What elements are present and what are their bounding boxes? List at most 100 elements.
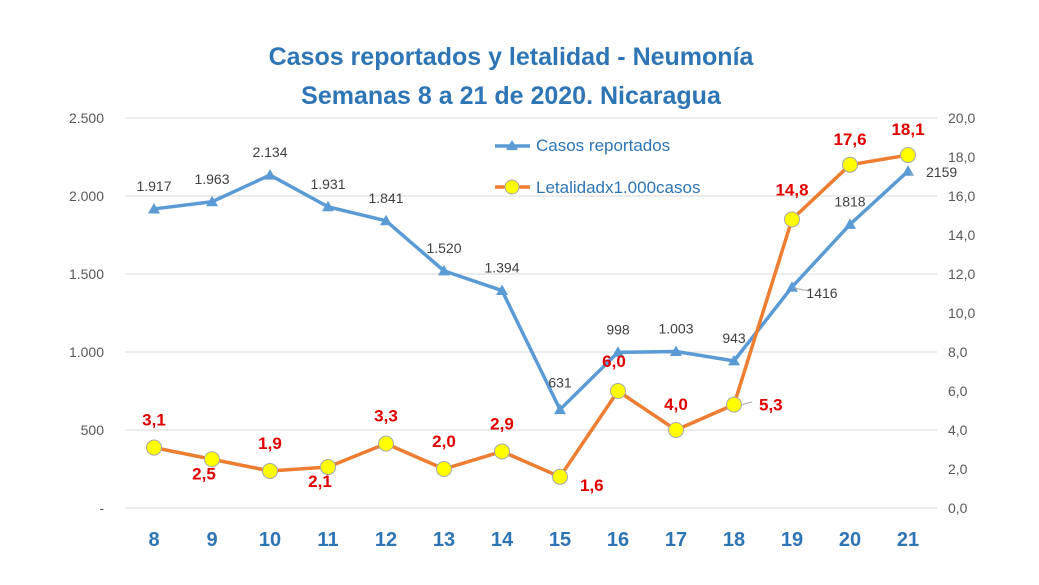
left-tick-label: 500	[81, 422, 105, 438]
x-tick-label: 18	[723, 529, 745, 551]
casos-point	[670, 345, 682, 357]
x-tick-label: 17	[665, 529, 687, 551]
right-tick-label: 2,0	[948, 461, 968, 477]
letalidad-data-label: 3,3	[374, 407, 398, 426]
legend: Casos reportados Letalidadx1.000casos	[495, 136, 700, 197]
left-tick-label: -	[99, 500, 104, 516]
label-leader-line	[741, 401, 753, 406]
casos-data-label: 1.931	[310, 176, 345, 192]
letalidad-data-label: 18,1	[891, 120, 924, 139]
x-tick-label: 20	[839, 529, 861, 551]
casos-point	[844, 218, 856, 229]
right-tick-label: 12,0	[948, 266, 975, 282]
right-tick-label: 4,0	[948, 422, 968, 438]
letalidad-data-label: 1,9	[258, 434, 282, 453]
letalidad-point	[552, 468, 568, 485]
chart-title: Casos reportados y letalidad - Neumonía	[269, 43, 755, 71]
right-tick-label: 16,0	[948, 188, 975, 204]
casos-data-label: 1818	[834, 193, 865, 209]
x-tick-label: 15	[549, 529, 571, 551]
x-tick-label: 14	[491, 529, 514, 551]
letalidad-point	[204, 451, 220, 468]
casos-point	[206, 195, 218, 207]
casos-data-label: 1.917	[136, 178, 171, 194]
gridlines	[125, 117, 937, 509]
letalidad-data-label: 17,6	[833, 130, 866, 149]
x-tick-label: 11	[317, 529, 338, 551]
series-line-casos-reportados	[153, 169, 910, 412]
casos-data-label: 1.841	[368, 190, 403, 206]
casos-point	[264, 169, 276, 180]
right-tick-label: 20,0	[948, 110, 975, 126]
letalidad-data-label: 3,1	[142, 411, 166, 430]
x-tick-label: 16	[607, 529, 629, 551]
x-tick-label: 12	[375, 529, 397, 551]
series-line-letalidad	[153, 153, 909, 479]
casos-data-label: 998	[606, 321, 630, 337]
right-y-axis: 0,0 2,0 4,0 6,0 8,0 10,0 12,0 14,0 16,0 18,0 20,0	[948, 110, 975, 516]
letalidad-point	[784, 211, 800, 228]
letalidad-point	[262, 462, 278, 479]
casos-data-label: 631	[548, 375, 572, 391]
letalidad-data-label: 14,8	[775, 180, 808, 199]
casos-point	[322, 200, 334, 212]
label-leader-line	[909, 171, 914, 177]
letalidad-data-label: 6,0	[602, 352, 626, 371]
letalidad-point	[610, 383, 626, 399]
right-tick-label: 8,0	[948, 344, 968, 360]
letalidad-data-label: 2,9	[490, 414, 514, 433]
casos-data-label: 1.003	[658, 321, 693, 337]
legend-marker-letalidad	[504, 179, 520, 195]
casos-point	[148, 202, 160, 214]
x-tick-label: 8	[148, 529, 159, 551]
letalidad-point	[320, 459, 336, 476]
right-tick-label: 6,0	[948, 383, 968, 399]
x-tick-label: 10	[259, 529, 281, 551]
letalidad-point	[378, 435, 394, 452]
legend-marker-casos	[506, 140, 518, 150]
casos-point	[554, 403, 566, 415]
x-axis: 8 9 10 11 12 13 14 15 16 17 18 19 20 21	[148, 529, 919, 551]
casos-data-label: 1.394	[484, 260, 519, 276]
casos-data-label: 1.963	[194, 171, 229, 187]
data-labels: 1.917 1.963 2.134 1.931 1.841 1.520 1.394 631 99…	[136, 120, 957, 495]
right-tick-label: 10,0	[948, 305, 975, 321]
casos-data-label: 1.520	[426, 240, 461, 256]
right-tick-label: 18,0	[948, 149, 975, 165]
right-tick-label: 14,0	[948, 227, 975, 243]
letalidad-point	[146, 439, 162, 456]
letalidad-data-label: 1,6	[580, 476, 604, 495]
left-tick-label: 1.500	[69, 266, 104, 282]
letalidad-point	[726, 396, 742, 413]
letalidad-data-label: 2,0	[432, 432, 456, 451]
x-tick-label: 13	[433, 529, 455, 551]
left-tick-label: 2.000	[69, 188, 104, 204]
letalidad-point	[668, 422, 684, 438]
letalidad-point	[842, 156, 858, 173]
plot-area	[146, 147, 916, 485]
left-y-axis: - 500 1.000 1.500 2.000 2.500	[69, 110, 104, 516]
casos-point	[496, 284, 508, 296]
letalidad-data-label: 4,0	[664, 395, 688, 414]
right-tick-label: 0,0	[948, 500, 968, 516]
casos-point	[902, 165, 914, 176]
letalidad-point	[494, 443, 510, 460]
letalidad-data-label: 2,1	[308, 472, 332, 491]
casos-data-label: 943	[722, 330, 746, 346]
letalidad-point	[436, 461, 452, 477]
chart-subtitle: Semanas 8 a 21 de 2020. Nicaragua	[301, 82, 722, 110]
casos-point	[612, 346, 624, 357]
x-tick-label: 9	[206, 529, 217, 551]
letalidad-data-label: 2,5	[192, 464, 216, 483]
letalidad-point	[900, 147, 916, 164]
label-leader-line	[793, 287, 811, 292]
casos-point	[438, 264, 450, 276]
x-tick-label: 19	[781, 529, 803, 551]
left-tick-label: 1.000	[69, 344, 104, 360]
legend-label-letalidad: Letalidadx1.000casos	[536, 178, 700, 197]
casos-data-label: 2.134	[252, 144, 287, 160]
casos-point	[728, 354, 740, 366]
legend-label-casos: Casos reportados	[536, 136, 670, 155]
casos-point	[786, 281, 798, 292]
